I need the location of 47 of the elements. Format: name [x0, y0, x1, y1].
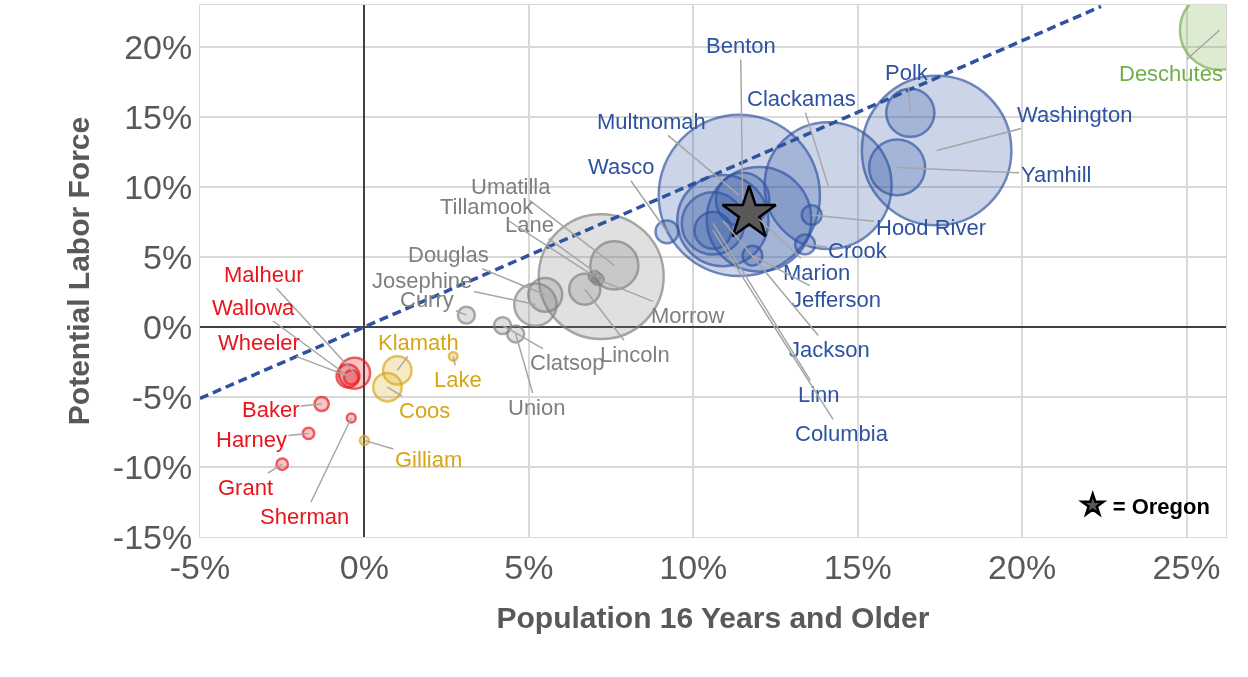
annotation: Yamhill: [1021, 162, 1092, 187]
annotation: Klamath: [378, 330, 459, 355]
y-tick-label: -15%: [112, 517, 193, 556]
annotation: Hood River: [876, 215, 987, 240]
annotation: Clackamas: [747, 86, 856, 111]
annotation: Sherman: [260, 504, 350, 529]
annotation: Grant: [218, 475, 274, 500]
y-tick-label: 5%: [143, 237, 193, 276]
annotation: Coos: [399, 398, 451, 423]
y-tick-label: 20%: [124, 27, 193, 66]
annotation: Umatilla: [471, 174, 552, 199]
annotation: Linn: [798, 382, 840, 407]
y-tick-label: 10%: [124, 167, 193, 206]
legend-label: = Oregon: [1112, 493, 1210, 519]
annotation: Crook: [828, 238, 888, 263]
annotation: Wheeler: [218, 330, 300, 355]
annotation: Polk: [885, 60, 929, 85]
y-tick-label: -10%: [112, 447, 193, 486]
annotation: Morrow: [651, 303, 725, 328]
annotation: Gilliam: [395, 447, 463, 472]
annotation: Union: [508, 395, 566, 420]
x-tick-label: 5%: [504, 547, 554, 586]
annotation: Multnomah: [597, 109, 706, 134]
x-axis-title: Population 16 Years and Older: [496, 601, 930, 635]
annotation: Wasco: [588, 154, 655, 179]
annotation: Jefferson: [791, 287, 882, 312]
annotation: Deschutes: [1119, 61, 1223, 86]
x-tick-label: 0%: [339, 547, 389, 586]
annotation: Marion: [783, 260, 851, 285]
annotation: Baker: [242, 397, 300, 422]
annotation: Wallowa: [212, 295, 296, 320]
annotation: Benton: [706, 33, 776, 58]
y-tick-label: 0%: [143, 307, 193, 346]
y-tick-label: 15%: [124, 97, 193, 136]
x-tick-label: 15%: [823, 547, 892, 586]
y-axis-title: Potential Labor Force: [61, 116, 95, 426]
annotation: Washington: [1017, 102, 1133, 127]
x-tick-label: 20%: [988, 547, 1057, 586]
annotation: Jackson: [789, 337, 870, 362]
annotation: Harney: [216, 427, 287, 452]
annotation: Columbia: [795, 421, 889, 446]
annotation: Douglas: [408, 242, 489, 267]
y-tick-label: -5%: [131, 377, 193, 416]
x-tick-label: 25%: [1152, 547, 1221, 586]
annotation: Lake: [434, 367, 482, 392]
x-tick-label: 10%: [659, 547, 728, 586]
annotation: Malheur: [224, 262, 304, 287]
